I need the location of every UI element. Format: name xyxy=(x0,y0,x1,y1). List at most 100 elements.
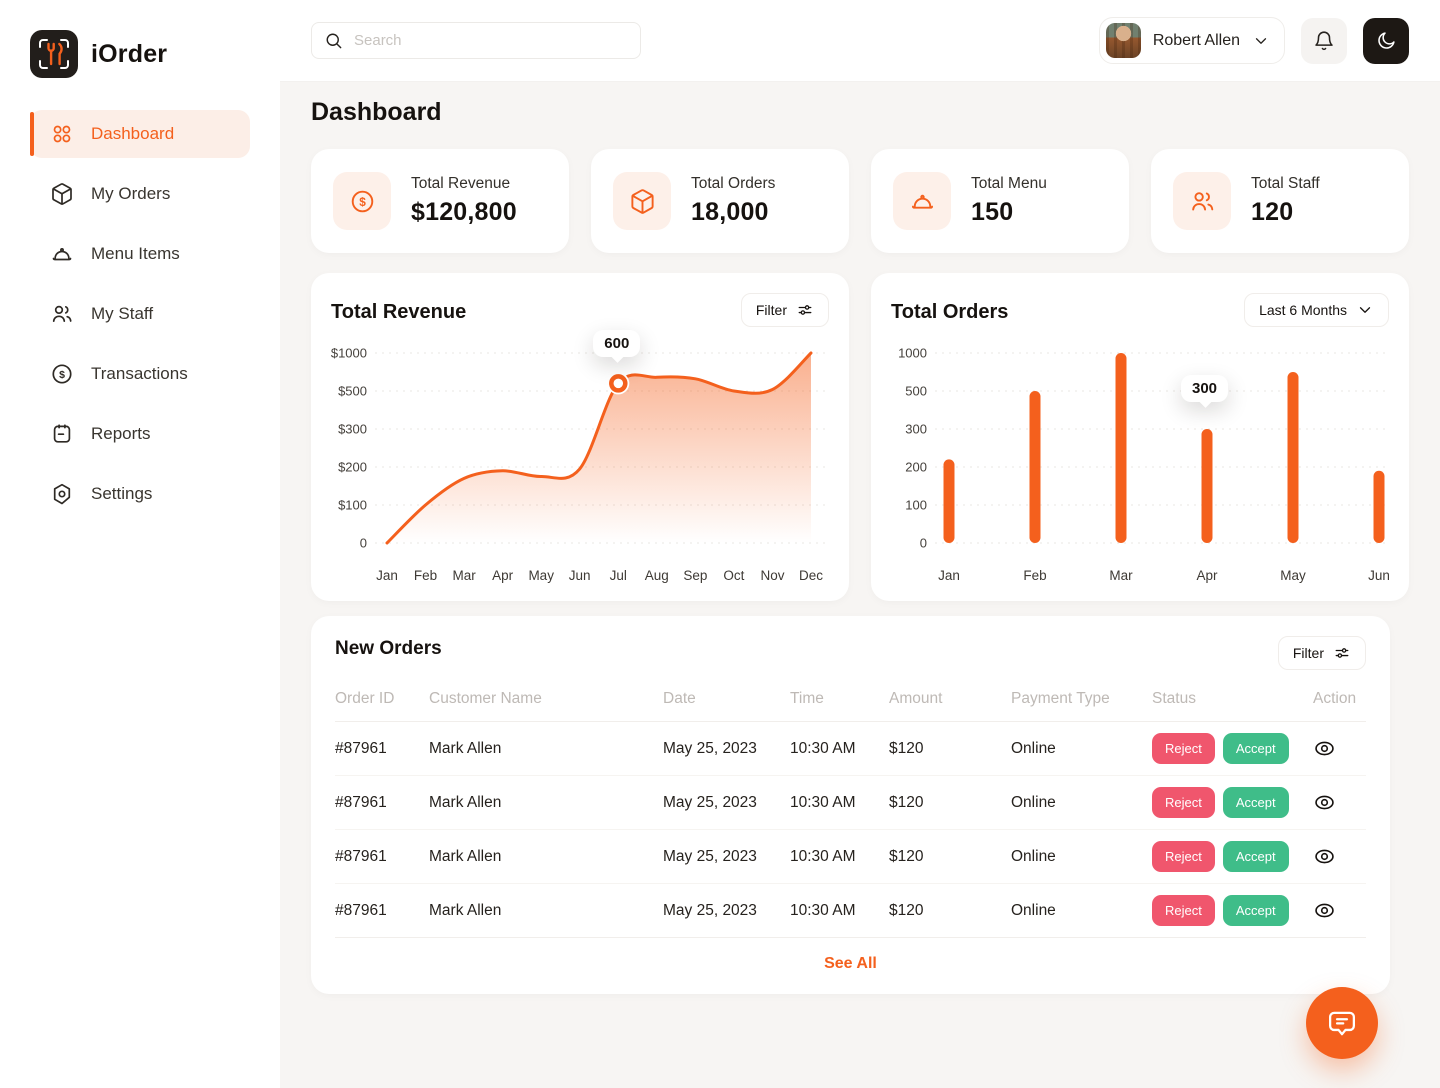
filter-label: Filter xyxy=(1292,645,1324,661)
x-tick-label: Apr xyxy=(492,568,514,583)
staff-icon xyxy=(50,302,74,326)
sidebar-item-menu-items[interactable]: Menu Items xyxy=(30,230,250,278)
cell-payment-type: Online xyxy=(1011,739,1056,757)
cell-payment-type: Online xyxy=(1011,847,1056,865)
column-header-status: Status xyxy=(1152,689,1196,707)
y-tick-label: 300 xyxy=(905,422,927,437)
y-tick-label: $200 xyxy=(338,460,367,475)
revenue-area-chart-svg: 0 $100 $200 $300 $500 $1000 Jan Feb Mar Apr May Jun… xyxy=(331,346,825,583)
cell-date: May 25, 2023 xyxy=(663,793,757,811)
stat-card-total-menu: Total Menu 150 xyxy=(871,149,1129,253)
theme-toggle-button[interactable] xyxy=(1363,17,1409,64)
cell-amount: $120 xyxy=(889,847,924,865)
accept-button[interactable]: Accept xyxy=(1222,841,1289,872)
bar-mar xyxy=(1115,353,1127,543)
stat-value: 150 xyxy=(971,198,1014,226)
new-orders-title: New Orders xyxy=(335,638,442,659)
view-order-button[interactable] xyxy=(1313,791,1336,814)
accept-button[interactable]: Accept xyxy=(1222,733,1289,764)
staff-icon xyxy=(1173,172,1231,230)
y-tick-label: 1000 xyxy=(898,346,927,361)
moon-icon xyxy=(1375,30,1397,52)
new-orders-card: New Orders Filter Order ID Customer Name D… xyxy=(311,616,1390,994)
orders-range-select[interactable]: Last 6 Months xyxy=(1244,293,1389,327)
sidebar-item-label: My Staff xyxy=(91,304,154,323)
reject-button[interactable]: Reject xyxy=(1152,733,1215,764)
chat-fab-button[interactable] xyxy=(1306,987,1378,1059)
sidebar-item-label: Dashboard xyxy=(91,124,175,143)
stat-value: 18,000 xyxy=(691,198,769,226)
notifications-button[interactable] xyxy=(1301,17,1347,64)
cell-payment-type: Online xyxy=(1011,793,1056,811)
cell-status: Reject Accept xyxy=(1152,895,1313,926)
orders-filter-button[interactable]: Filter xyxy=(1277,636,1366,670)
cell-order-id: #87961 xyxy=(335,901,387,919)
chevron-down-icon xyxy=(1356,301,1374,319)
table-row: #87961 Mark Allen May 25, 2023 10:30 AM $120… xyxy=(335,830,1366,884)
sidebar-item-transactions[interactable]: $ Transactions xyxy=(30,350,250,398)
column-header-action: Action xyxy=(1313,689,1357,707)
reject-button[interactable]: Reject xyxy=(1152,841,1215,872)
view-order-button[interactable] xyxy=(1313,845,1336,868)
reject-button[interactable]: Reject xyxy=(1152,895,1215,926)
revenue-chart: 0 $100 $200 $300 $500 $1000 Jan Feb Mar Apr May Jun… xyxy=(331,330,829,591)
x-tick-label: Jun xyxy=(569,568,591,583)
app-name: iOrder xyxy=(91,39,168,68)
cell-amount: $120 xyxy=(889,901,924,919)
table-row: #87961 Mark Allen May 25, 2023 10:30 AM $120… xyxy=(335,884,1366,938)
x-tick-label: Feb xyxy=(414,568,437,583)
x-tick-label: Mar xyxy=(452,568,476,583)
cloche-icon xyxy=(50,242,74,266)
search-input[interactable] xyxy=(354,32,628,49)
dollar-circle-icon: $ xyxy=(333,172,391,230)
x-tick-label: Apr xyxy=(1196,568,1218,583)
accept-button[interactable]: Accept xyxy=(1222,787,1289,818)
cell-payment-type: Online xyxy=(1011,901,1056,919)
orders-tooltip: 300 xyxy=(1181,375,1229,402)
eye-icon xyxy=(1313,791,1336,814)
orders-bar-chart-svg: 0 100 200 300 500 1000 Jan Feb Mar Apr May Jun xyxy=(898,346,1389,584)
svg-text:$: $ xyxy=(359,194,366,208)
filter-sliders-icon xyxy=(1333,644,1351,662)
page-title: Dashboard xyxy=(311,98,442,126)
dashboard-grid-icon xyxy=(50,122,74,146)
see-all-button[interactable]: See All xyxy=(335,938,1366,994)
stat-value: $120,800 xyxy=(411,198,517,226)
cell-status: Reject Accept xyxy=(1152,733,1313,764)
sidebar-item-dashboard[interactable]: Dashboard xyxy=(30,110,250,158)
search-box xyxy=(311,22,641,59)
logo-row: iOrder xyxy=(0,0,280,110)
revenue-filter-button[interactable]: Filter xyxy=(740,293,829,327)
user-menu[interactable]: Robert Allen xyxy=(1098,17,1285,64)
view-order-button[interactable] xyxy=(1313,899,1336,922)
cell-date: May 25, 2023 xyxy=(663,739,757,757)
revenue-tooltip: 600 xyxy=(593,330,641,358)
y-tick-label: 200 xyxy=(905,460,927,475)
x-tick-label: Jan xyxy=(938,568,960,583)
sidebar-item-settings[interactable]: Settings xyxy=(30,470,250,518)
bar-feb xyxy=(1029,391,1041,543)
search-icon xyxy=(324,31,344,51)
stat-value: 120 xyxy=(1251,198,1294,226)
orders-chart: 0 100 200 300 500 1000 Jan Feb Mar Apr May Jun 300 xyxy=(891,339,1389,591)
y-tick-label: 100 xyxy=(905,498,927,513)
cell-action xyxy=(1313,899,1366,922)
x-tick-label: Jan xyxy=(376,568,398,583)
accept-button[interactable]: Accept xyxy=(1222,895,1289,926)
dashboard-content: Dashboard $ Total Revenue $120,800 Total Or… xyxy=(280,82,1440,1088)
reject-button[interactable]: Reject xyxy=(1152,787,1215,818)
x-tick-label: May xyxy=(528,568,554,583)
x-tick-label: May xyxy=(1280,568,1306,583)
revenue-area xyxy=(387,353,811,543)
sidebar-item-label: Settings xyxy=(91,484,153,503)
sidebar-item-my-orders[interactable]: My Orders xyxy=(30,170,250,218)
orders-range-label: Last 6 Months xyxy=(1259,302,1347,318)
eye-icon xyxy=(1313,737,1336,760)
view-order-button[interactable] xyxy=(1313,737,1336,760)
cell-customer-name: Mark Allen xyxy=(429,901,502,919)
bar-apr xyxy=(1201,429,1213,543)
sidebar-item-reports[interactable]: Reports xyxy=(30,410,250,458)
column-header-payment-type: Payment Type xyxy=(1011,689,1110,707)
sidebar-item-my-staff[interactable]: My Staff xyxy=(30,290,250,338)
table-header: Order ID Customer Name Date Time Amount Payme… xyxy=(335,676,1366,722)
